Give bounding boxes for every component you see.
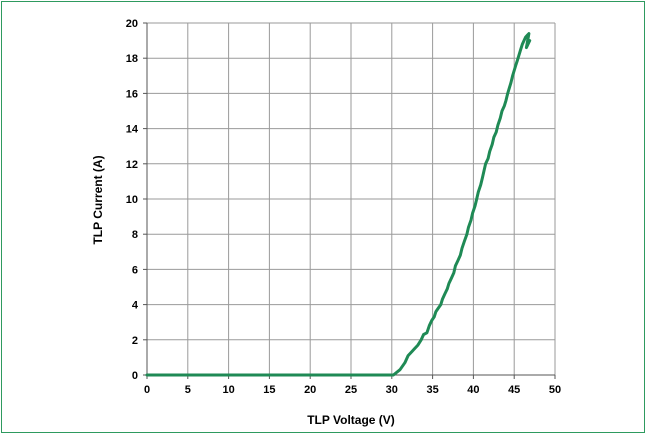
y-tick-label-20: 20 xyxy=(126,18,138,30)
y-tick-label-2: 2 xyxy=(132,335,138,347)
series-line-0 xyxy=(145,32,532,377)
x-tick-label-15: 15 xyxy=(263,384,275,396)
y-axis-title: TLP Current (A) xyxy=(91,155,105,244)
x-tick-label-10: 10 xyxy=(222,384,234,396)
x-tick-labels: 0 5 10 15 20 25 30 35 40 45 50 xyxy=(144,384,561,396)
axes xyxy=(143,22,556,379)
series-group xyxy=(145,32,532,377)
y-tick-label-4: 4 xyxy=(132,300,139,312)
x-tick-label-20: 20 xyxy=(304,384,316,396)
y-tick-label-6: 6 xyxy=(132,264,138,276)
x-tick-label-0: 0 xyxy=(144,384,150,396)
x-tick-label-30: 30 xyxy=(386,384,398,396)
x-tick-label-35: 35 xyxy=(426,384,438,396)
x-tick-label-45: 45 xyxy=(508,384,520,396)
x-tick-label-5: 5 xyxy=(185,384,191,396)
x-tick-label-25: 25 xyxy=(345,384,357,396)
y-tick-labels: 0 2 4 6 8 10 12 14 16 18 20 xyxy=(126,18,139,382)
y-tick-label-14: 14 xyxy=(126,124,139,136)
x-axis-title: TLP Voltage (V) xyxy=(307,413,395,427)
grid-lines xyxy=(146,22,556,376)
y-tick-label-0: 0 xyxy=(132,370,138,382)
y-tick-label-10: 10 xyxy=(126,194,138,206)
x-tick-label-40: 40 xyxy=(467,384,479,396)
x-tick-label-50: 50 xyxy=(549,384,561,396)
y-tick-label-18: 18 xyxy=(126,53,138,65)
y-tick-label-8: 8 xyxy=(132,229,138,241)
y-tick-label-16: 16 xyxy=(126,88,138,100)
y-tick-label-12: 12 xyxy=(126,159,138,171)
